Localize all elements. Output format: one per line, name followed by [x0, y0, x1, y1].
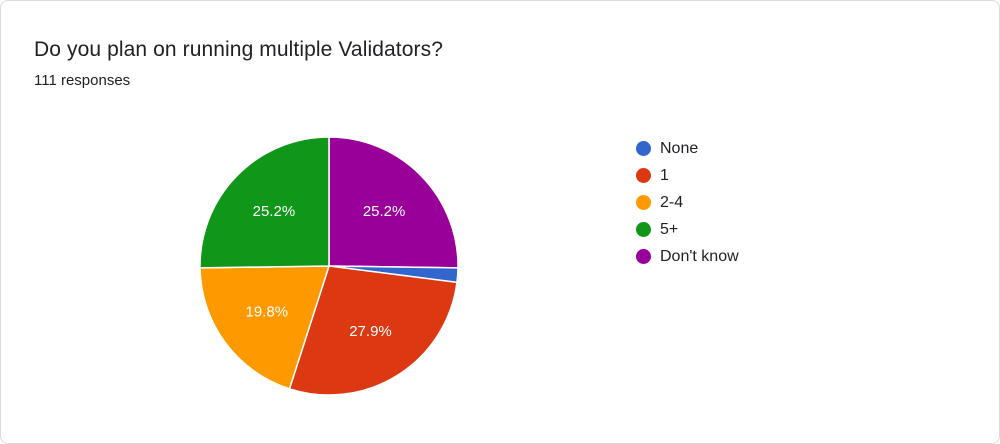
legend-swatch-none: [636, 141, 651, 156]
legend-swatch-don-t-know: [636, 249, 651, 264]
data-label-1: 27.9%: [349, 323, 392, 340]
legend-item-none[interactable]: None: [636, 135, 739, 162]
pie-slice-2-4[interactable]: [199, 265, 330, 390]
legend-label-1: 1: [660, 166, 669, 184]
legend-swatch-2-4: [636, 195, 651, 210]
legend-label-none: None: [660, 139, 699, 157]
pie-slice-5[interactable]: [199, 136, 330, 269]
legend-label-5: 5+: [660, 220, 679, 238]
legend-swatch-1: [636, 168, 651, 183]
data-label-don-t-know: 25.2%: [363, 203, 406, 220]
pie-slice-don-t-know[interactable]: [328, 136, 459, 269]
legend-item-1[interactable]: 1: [636, 162, 739, 189]
legend-item-5[interactable]: 5+: [636, 216, 739, 243]
chart-legend: None 1 2-4 5+ Don't know: [636, 135, 739, 270]
legend-swatch-5: [636, 222, 651, 237]
legend-label-2-4: 2-4: [660, 193, 684, 211]
pie-slice-1[interactable]: [288, 265, 458, 396]
legend-label-don-t-know: Don't know: [660, 247, 739, 265]
data-label-2-4: 19.8%: [246, 304, 289, 321]
response-count: 111 responses: [34, 72, 131, 89]
legend-item-don-t-know[interactable]: Don't know: [636, 243, 739, 270]
legend-item-2-4[interactable]: 2-4: [636, 189, 739, 216]
data-label-5: 25.2%: [253, 203, 296, 220]
chart-title: Do you plan on running multiple Validato…: [34, 38, 443, 61]
